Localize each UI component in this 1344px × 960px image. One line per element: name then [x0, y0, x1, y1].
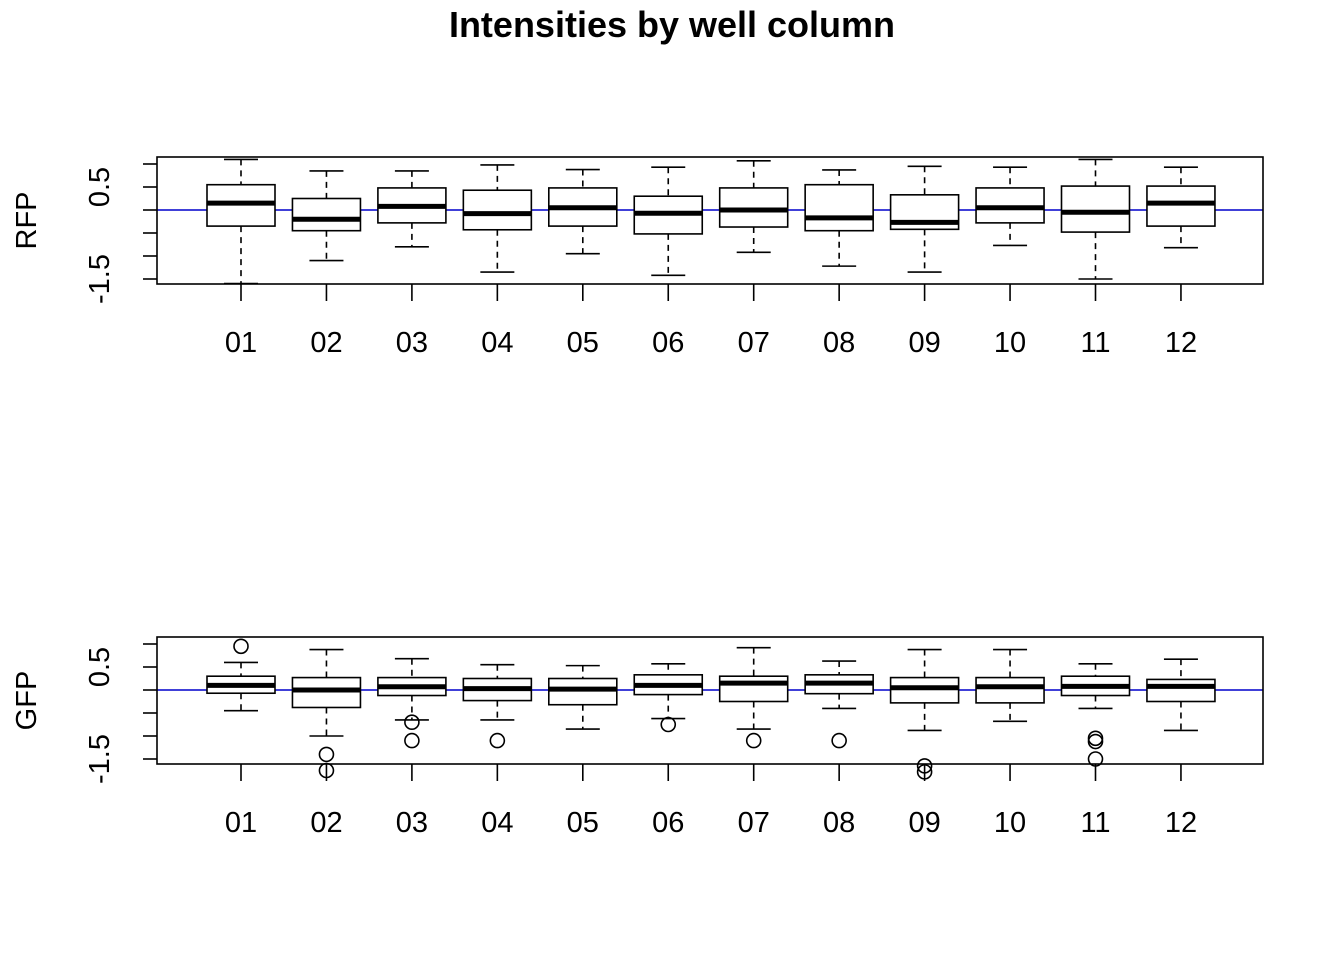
box-06 [633, 166, 704, 277]
outlier-point [404, 714, 420, 731]
x-tick-label: 05 [567, 807, 599, 839]
box-09 [889, 165, 960, 273]
outlier-point [404, 732, 420, 749]
box-08 [804, 660, 874, 749]
box-01 [206, 638, 276, 712]
outlier-point [1087, 733, 1104, 750]
box-body [1146, 678, 1216, 703]
outlier-point [660, 716, 677, 733]
box-body [547, 677, 618, 706]
x-tick-label: 08 [823, 807, 855, 839]
x-tick-label: 09 [908, 327, 940, 359]
x-tick-label: 02 [310, 327, 342, 359]
panel-rfp: 0.5 -1.5 RFP 01 02 03 04 05 06 07 08 09 10 11 12 [11, 156, 1264, 359]
x-tick-label: 12 [1165, 327, 1197, 359]
box-05 [547, 664, 618, 730]
x-tick-label: 07 [738, 807, 770, 839]
box-09 [889, 648, 960, 780]
box-07 [718, 159, 789, 254]
outlier-point [831, 732, 847, 749]
box-body [1060, 185, 1131, 233]
x-tick-label: 09 [908, 807, 940, 839]
box-11 [1060, 158, 1131, 280]
box-04 [462, 164, 533, 273]
x-tick-label: 12 [1165, 807, 1197, 839]
box-02 [291, 170, 362, 262]
x-tick-label: 08 [823, 327, 855, 359]
box-07 [718, 646, 789, 749]
outlier-point [489, 732, 506, 749]
x-tick-label: 10 [994, 807, 1026, 839]
panel-gfp: 0.5 -1.5 GFP 01 02 03 04 05 06 07 08 09 10 11 12 [11, 636, 1264, 839]
y-tick-label: 0.5 [84, 647, 116, 687]
box-10 [975, 648, 1045, 723]
x-tick-label: 03 [396, 327, 428, 359]
box-body [804, 183, 874, 232]
box-body [1146, 185, 1216, 227]
box-04 [462, 663, 533, 749]
box-body [291, 676, 362, 709]
box-body [291, 197, 362, 232]
y-tick-label: 0.5 [84, 167, 116, 207]
outlier-point [233, 638, 249, 655]
box-05 [547, 168, 618, 255]
y-tick-label: -1.5 [84, 734, 116, 784]
x-tick-label: 02 [310, 807, 342, 839]
outlier-point [745, 732, 762, 749]
box-10 [975, 166, 1045, 247]
x-tick-label: 01 [225, 327, 257, 359]
outlier-point [1087, 730, 1104, 747]
box-body [889, 676, 960, 704]
x-tick-label: 11 [1080, 807, 1110, 839]
y-axis-title: RFP [11, 192, 43, 250]
box-02 [291, 648, 362, 779]
plot-frame [156, 636, 1264, 765]
x-tick-label: 10 [994, 327, 1026, 359]
x-tick-label: 05 [567, 327, 599, 359]
x-tick-label: 07 [738, 327, 770, 359]
chart-title: Intensities by well column [449, 4, 895, 45]
plot-frame [156, 156, 1264, 285]
box-body [462, 189, 533, 231]
box-06 [633, 662, 704, 733]
box-12 [1146, 658, 1216, 732]
y-tick-label: -1.5 [84, 254, 116, 304]
box-11 [1060, 662, 1131, 767]
x-tick-label: 06 [652, 807, 684, 839]
x-tick-label: 04 [481, 807, 513, 839]
x-tick-label: 01 [225, 807, 257, 839]
box-body [975, 676, 1045, 704]
box-body [718, 675, 789, 703]
box-01 [206, 158, 276, 285]
outlier-point [318, 746, 335, 763]
x-tick-label: 11 [1080, 327, 1110, 359]
x-tick-label: 03 [396, 807, 428, 839]
box-body [718, 187, 789, 228]
x-tick-label: 04 [481, 327, 513, 359]
box-08 [804, 169, 874, 267]
y-axis-title: GFP [11, 671, 43, 731]
box-03 [377, 657, 447, 749]
x-tick-label: 06 [652, 327, 684, 359]
box-12 [1146, 166, 1216, 249]
box-03 [377, 170, 447, 248]
